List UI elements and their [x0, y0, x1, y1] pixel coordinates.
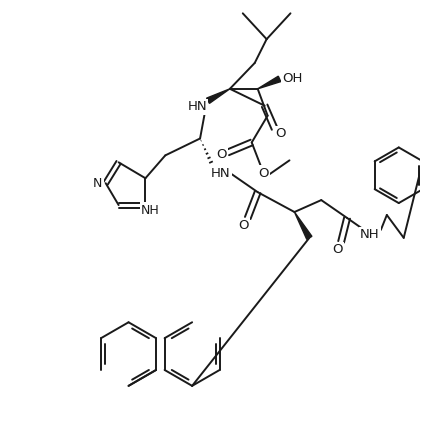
Polygon shape: [258, 76, 281, 89]
Text: O: O: [332, 243, 342, 256]
Polygon shape: [294, 212, 312, 239]
Text: O: O: [275, 127, 286, 140]
Text: NH: NH: [141, 204, 160, 216]
Text: OH: OH: [282, 72, 303, 85]
Text: HN: HN: [211, 167, 231, 180]
Text: O: O: [258, 167, 269, 180]
Text: O: O: [239, 219, 249, 233]
Text: HN: HN: [187, 100, 207, 113]
Text: N: N: [93, 177, 102, 190]
Text: O: O: [217, 148, 227, 161]
Polygon shape: [207, 89, 230, 104]
Text: NH: NH: [360, 228, 380, 242]
